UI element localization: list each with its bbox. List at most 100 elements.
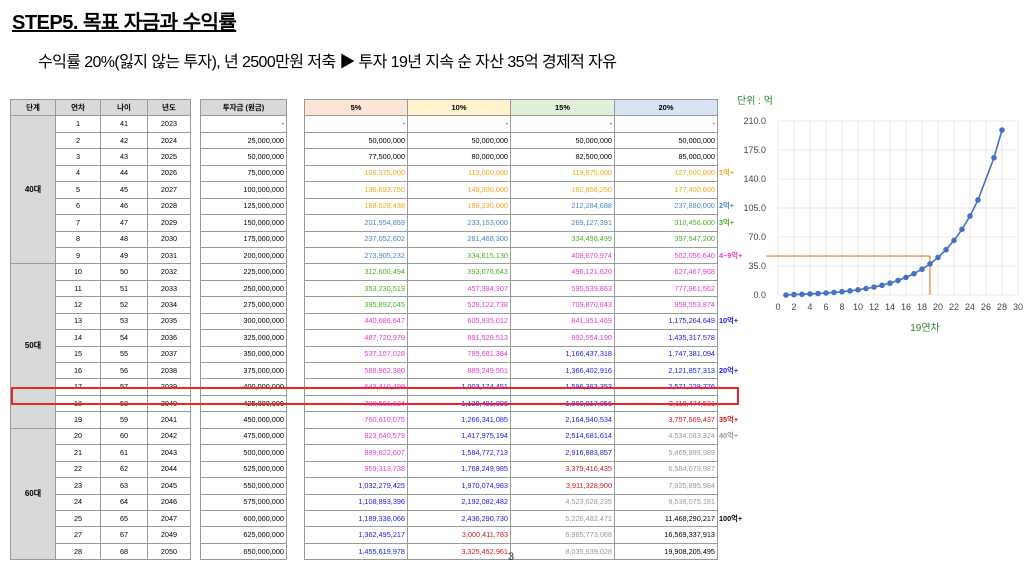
cell-rate-15: 212,284,688	[510, 197, 615, 216]
cell-year-count: 7	[55, 214, 101, 232]
cell-rate-10: 2,192,082,482	[407, 493, 511, 511]
cell-year-count: 11	[55, 279, 101, 298]
x-tick-label: 14	[885, 302, 895, 312]
x-tick-label: 16	[901, 302, 911, 312]
cell-principal: 350,000,000	[200, 345, 287, 364]
cell-gap	[286, 296, 305, 314]
data-point	[871, 284, 877, 290]
cell-gap	[286, 247, 305, 264]
cell-age: 47	[100, 214, 148, 232]
table-row: 60대 20 60 2042 475,000,000 823,640,579 1,417,9…	[10, 427, 752, 561]
cell-gap	[190, 444, 201, 462]
cell-rate-10: 1,266,341,085	[407, 411, 511, 429]
cell-rate-5: 237,052,602	[304, 230, 408, 248]
milestone-note: 3억+	[719, 217, 735, 227]
cell-rate-15: 82,500,000	[510, 148, 615, 166]
cell-year-count: 8	[55, 230, 101, 248]
table-row: 7 47 2029 150,000,000 201,954,859 233,153,000…	[11, 214, 752, 232]
cell-principal: 250,000,000	[200, 279, 287, 298]
header-year: 년도	[147, 98, 191, 117]
x-tick-label: 2	[791, 302, 796, 312]
decade-cell: 60대	[10, 427, 56, 561]
cell-year-count: 6	[55, 197, 101, 216]
cell-principal: 625,000,000	[200, 526, 287, 544]
cell-rate-20: 4,534,083,324	[614, 427, 718, 446]
cell-rate-15: 1,596,363,353	[510, 378, 615, 396]
cell-gap	[286, 132, 305, 149]
header-year-count: 연차	[55, 98, 101, 117]
y-tick-label: 140.0	[743, 174, 766, 184]
cell-rate-10: 149,300,000	[407, 181, 511, 199]
cell-rate-20: 397,547,200	[614, 230, 718, 248]
cell-year-count: 3	[55, 148, 101, 166]
decade-cell: 50대	[10, 263, 56, 429]
table-row: 23 63 2045 550,000,000 1,032,279,425 1,970,07…	[11, 477, 752, 495]
cell-year: 2025	[147, 148, 191, 166]
cell-rate-20: 85,000,000	[614, 148, 718, 166]
cell-age: 57	[100, 378, 148, 396]
cell-gap	[286, 214, 305, 231]
cell-year-count: 22	[55, 460, 101, 479]
milestone-note: 35억+	[719, 415, 739, 425]
milestone-note: 20억+	[719, 365, 739, 375]
cell-year: 2023	[147, 115, 191, 133]
cell-year: 2049	[147, 526, 191, 544]
header-stage: 단계	[10, 98, 56, 117]
cell-year-count: 1	[55, 115, 101, 133]
chart-xlabel: 19연차	[910, 322, 940, 334]
chart-axes: 0 2 4 6 8 10 12 14 16 18 20 22 24 26 28 300.035.070.010…	[743, 116, 1023, 312]
cell-gap	[190, 411, 201, 429]
cell-principal: 550,000,000	[200, 477, 287, 495]
table-header-row: 단계 연차 나이 년도 투자금 (원금) 5% 10% 15% 20%	[10, 98, 752, 117]
data-point	[799, 291, 805, 298]
milestone-note	[718, 346, 752, 362]
cell-rate-20: 3,757,569,437	[614, 411, 718, 429]
cell-rate-15: 8,035,639,028	[510, 542, 615, 561]
cell-rate-15: 3,911,328,900	[510, 477, 615, 495]
cell-age: 41	[100, 115, 148, 133]
cell-age: 52	[100, 296, 148, 314]
table-row: 3 43 2025 50,000,000 77,500,000 80,000,000 82,…	[11, 148, 752, 166]
cell-year-count: 28	[55, 542, 101, 561]
cell-gap	[286, 477, 305, 494]
cell-gap	[190, 263, 201, 281]
cell-rate-5: 959,313,738	[304, 460, 408, 479]
cell-gap	[190, 165, 201, 182]
cell-gap	[286, 378, 305, 396]
cell-year: 2040	[147, 394, 191, 413]
cell-year-count: 20	[55, 427, 101, 446]
cell-gap	[286, 543, 305, 560]
cell-principal: 500,000,000	[200, 444, 287, 462]
cell-rate-20: 502,056,640	[614, 246, 718, 265]
cell-principal: -	[200, 115, 287, 133]
cell-principal: 50,000,000	[200, 148, 287, 166]
cell-gap	[190, 346, 201, 363]
cell-rate-5: 50,000,000	[304, 131, 408, 150]
cell-rate-10: 1,003,174,451	[407, 378, 511, 396]
cell-rate-20: 2,121,857,313	[614, 361, 718, 380]
cell-year: 2050	[147, 542, 191, 561]
table-row: 8 48 2030 175,000,000 237,052,602 281,468,300…	[11, 230, 752, 248]
cell-rate-20: 50,000,000	[614, 131, 718, 150]
cell-rate-5: 312,600,494	[304, 263, 408, 281]
cell-rate-15: 2,514,681,614	[510, 427, 615, 446]
cell-rate-20: 5,465,899,989	[614, 444, 718, 462]
milestone-note: 2억+	[719, 201, 735, 211]
cell-rate-15: 50,000,000	[510, 131, 615, 150]
cell-year: 2030	[147, 230, 191, 248]
y-tick-label: 105.0	[743, 203, 766, 213]
cell-gap	[190, 247, 201, 264]
cell-rate-5: 136,693,750	[304, 181, 408, 199]
milestone-note: 4~9억+	[719, 250, 743, 260]
cell-year-count: 21	[55, 444, 101, 462]
cell-year: 2033	[147, 279, 191, 298]
data-point	[783, 292, 789, 298]
cell-principal: 125,000,000	[200, 197, 287, 216]
milestone-note: 10억+	[719, 316, 739, 326]
cell-age: 44	[100, 164, 148, 183]
cell-gap	[286, 494, 305, 511]
cell-age: 55	[100, 345, 148, 364]
cell-gap	[190, 214, 201, 231]
cell-rate-20: 627,467,968	[614, 263, 718, 281]
series-line	[785, 129, 1003, 296]
